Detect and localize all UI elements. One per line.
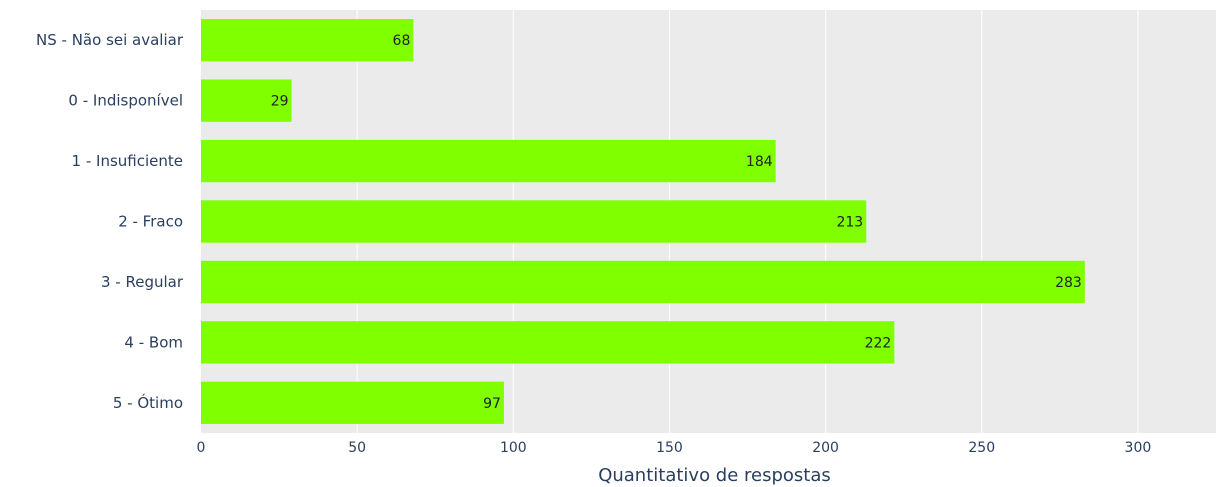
x-tick-label: 100 [500, 440, 527, 456]
bar-value-label: 283 [1055, 275, 1082, 291]
bar [201, 381, 504, 424]
x-axis-title: Quantitativo de respostas [598, 465, 831, 486]
value-labels: 68 29 184 213 283 222 97 [271, 33, 1082, 412]
bars [201, 19, 1085, 424]
x-tick-labels: 0 50 100 150 200 250 300 [197, 440, 1152, 456]
bar-value-label: 97 [483, 396, 501, 412]
bar-value-label: 184 [746, 154, 773, 170]
x-tick-label: 250 [968, 440, 995, 456]
category-label: 0 - Indisponível [68, 92, 183, 110]
category-label: 1 - Insuficiente [72, 152, 183, 170]
category-labels: NS - Não sei avaliar 0 - Indisponível 1 - … [36, 31, 184, 412]
bar [201, 79, 292, 122]
x-tick-label: 50 [348, 440, 366, 456]
bar [201, 260, 1085, 304]
bar [201, 200, 867, 243]
x-tick-label: 0 [197, 440, 206, 456]
x-tick-label: 200 [812, 440, 839, 456]
category-label: 3 - Regular [101, 273, 184, 291]
bar-value-label: 213 [836, 215, 863, 231]
category-label: 2 - Fraco [118, 213, 183, 231]
bar-value-label: 29 [271, 94, 289, 110]
bar-value-label: 68 [393, 33, 411, 49]
category-label: 4 - Bom [124, 333, 183, 351]
bar [201, 321, 895, 364]
category-label: 5 - Ótimo [113, 393, 183, 412]
x-tick-label: 300 [1125, 440, 1152, 456]
category-label: NS - Não sei avaliar [36, 31, 184, 49]
bar [201, 19, 414, 62]
bar [201, 139, 776, 183]
x-tick-label: 150 [656, 440, 683, 456]
bar-value-label: 222 [865, 335, 892, 351]
